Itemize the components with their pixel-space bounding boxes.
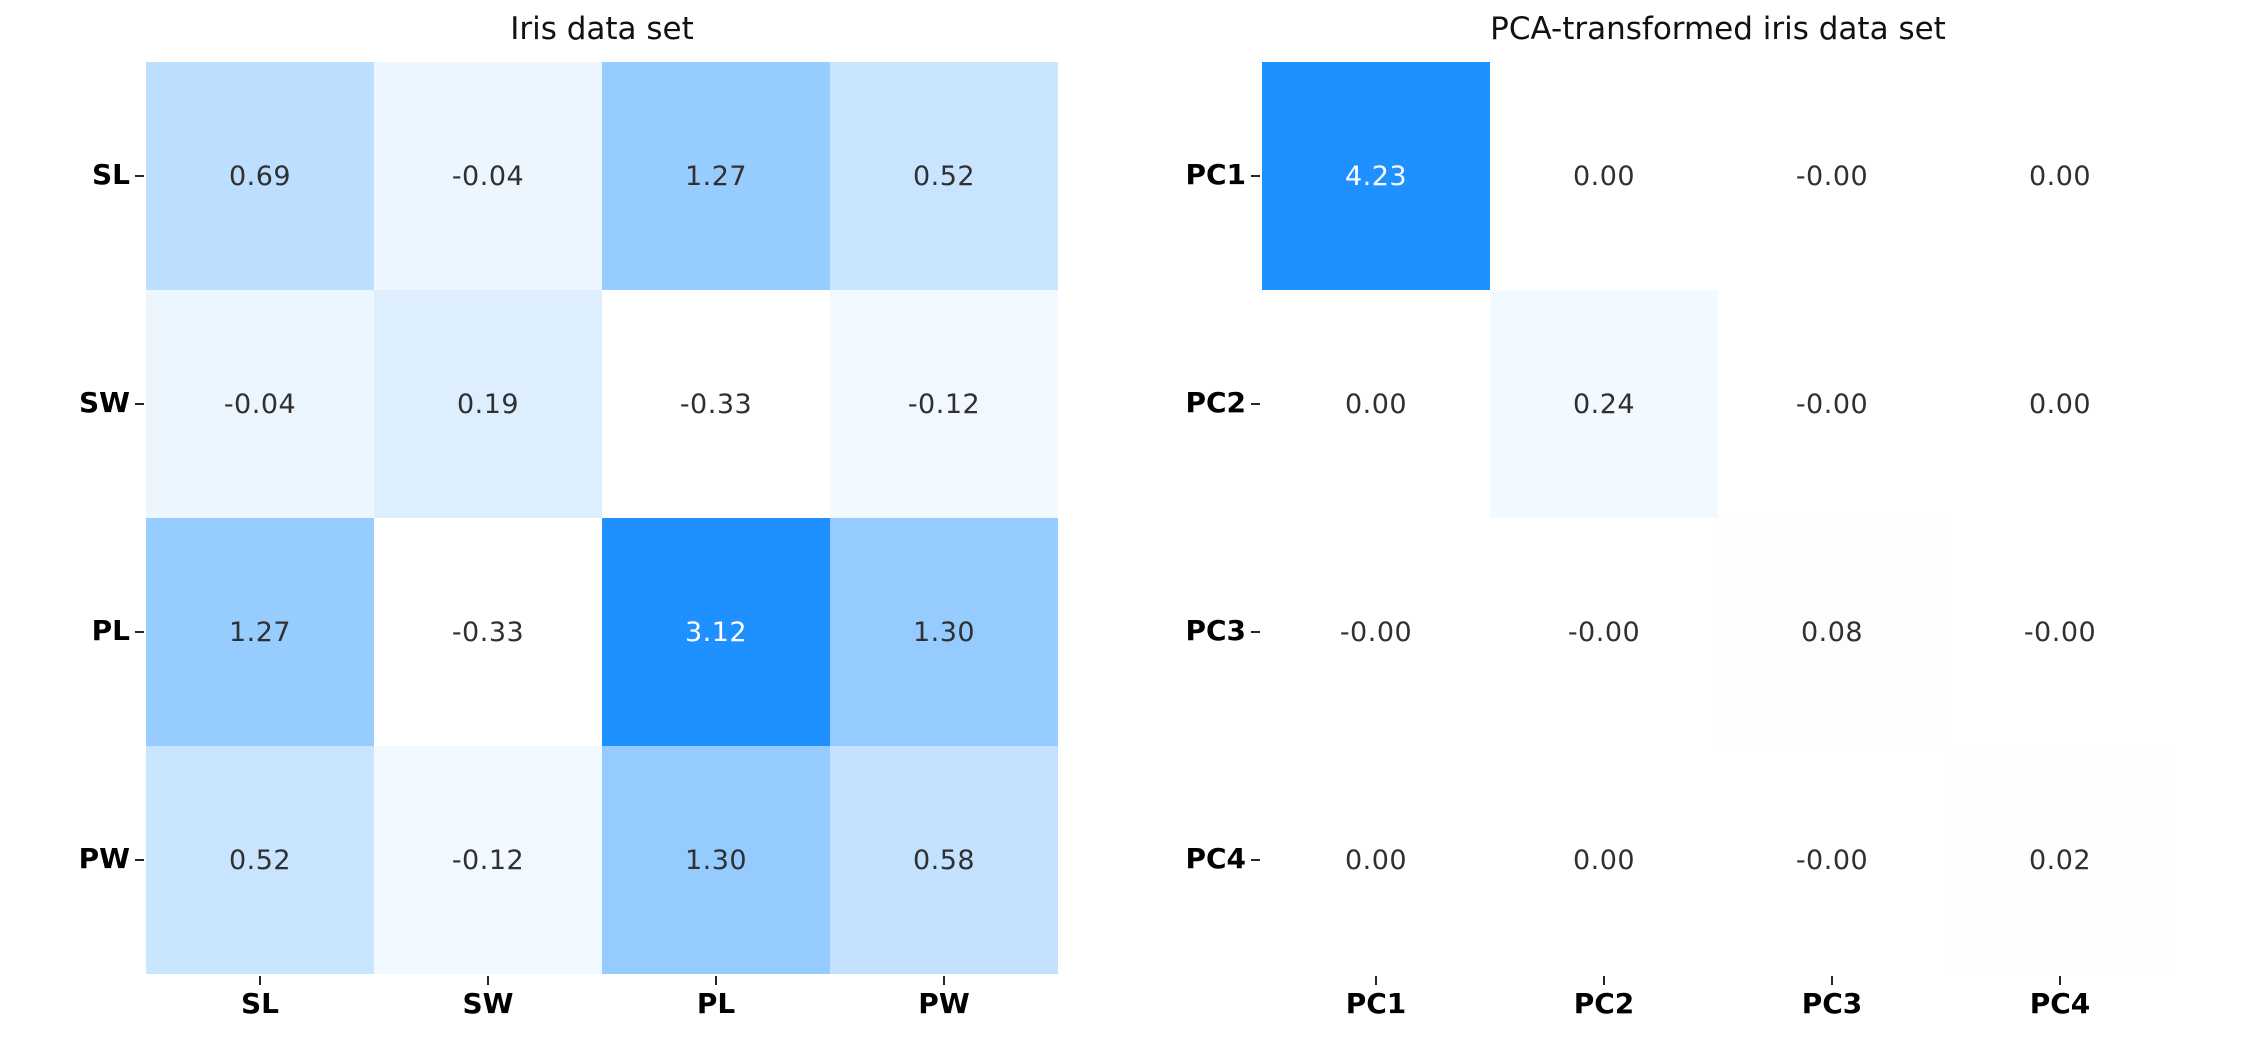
cell-value: -0.04	[451, 160, 525, 192]
heatmap-cell-iris-PL-PW: 1.30	[830, 518, 1058, 746]
row-label-pw: PW	[78, 842, 130, 875]
cell-value: 0.00	[1572, 844, 1636, 876]
chart-title-iris: Iris data set	[510, 11, 694, 47]
x-tick-mark	[943, 976, 945, 985]
x-tick-mark	[715, 976, 717, 985]
heatmap-cell-pca-PC1-PC4: 0.00	[1946, 62, 2174, 290]
cell-value: 0.52	[912, 160, 976, 192]
cell-value: 1.30	[684, 844, 748, 876]
row-label-pc1: PC1	[1185, 158, 1246, 191]
heatmap-cell-iris-SW-SW: 0.19	[374, 290, 602, 518]
x-tick-mark	[1831, 976, 1833, 985]
heatmap-cell-iris-PW-SL: 0.52	[146, 746, 374, 974]
y-tick-mark	[1251, 631, 1260, 633]
y-tick-mark	[135, 631, 144, 633]
heatmap-cell-iris-PW-PW: 0.58	[830, 746, 1058, 974]
cell-value: 1.30	[912, 616, 976, 648]
cell-value: -0.00	[1795, 844, 1869, 876]
row-label-sl: SL	[91, 158, 130, 191]
y-tick-mark	[1251, 175, 1260, 177]
heatmap-cell-pca-PC3-PC3: 0.08	[1718, 518, 1946, 746]
col-label-pc1: PC1	[1345, 987, 1407, 1020]
cell-value: 0.08	[1800, 616, 1864, 648]
heatmap-cell-iris-SW-PW: -0.12	[830, 290, 1058, 518]
heatmap-cell-pca-PC2-PC1: 0.00	[1262, 290, 1490, 518]
cell-value: 0.00	[1572, 160, 1636, 192]
cell-value: 0.00	[2028, 388, 2092, 420]
heatmap-cell-iris-SL-PL: 1.27	[602, 62, 830, 290]
heatmap-cell-pca-PC3-PC4: -0.00	[1946, 518, 2174, 746]
x-tick-mark	[2059, 976, 2061, 985]
col-label-pc3: PC3	[1801, 987, 1863, 1020]
col-label-pw: PW	[918, 987, 970, 1020]
x-tick-mark	[487, 976, 489, 985]
cell-value: -0.33	[451, 616, 525, 648]
cell-value: 0.52	[228, 844, 292, 876]
y-tick-mark	[135, 403, 144, 405]
cell-value: -0.00	[1795, 160, 1869, 192]
heatmap-cell-iris-PL-PL: 3.12	[602, 518, 830, 746]
row-label-pc2: PC2	[1185, 386, 1246, 419]
cell-value: -0.00	[1567, 616, 1641, 648]
cell-value: 1.27	[684, 160, 748, 192]
col-label-pc2: PC2	[1573, 987, 1635, 1020]
y-tick-mark	[1251, 859, 1260, 861]
heatmap-cell-pca-PC2-PC3: -0.00	[1718, 290, 1946, 518]
row-label-pc4: PC4	[1185, 842, 1246, 875]
cell-value: -0.00	[1339, 616, 1413, 648]
cell-value: -0.12	[451, 844, 525, 876]
cell-value: -0.33	[679, 388, 753, 420]
y-tick-mark	[135, 175, 144, 177]
col-label-sl: SL	[240, 987, 279, 1020]
heatmap-cell-iris-PL-SW: -0.33	[374, 518, 602, 746]
y-tick-mark	[135, 859, 144, 861]
cell-value: 3.12	[684, 616, 748, 648]
heatmap-cell-iris-PL-SL: 1.27	[146, 518, 374, 746]
heatmap-cell-pca-PC2-PC2: 0.24	[1490, 290, 1718, 518]
cell-value: -0.12	[907, 388, 981, 420]
cell-value: 0.69	[228, 160, 292, 192]
x-tick-mark	[1603, 976, 1605, 985]
heatmap-cell-iris-PW-PL: 1.30	[602, 746, 830, 974]
heatmap-cell-pca-PC4-PC4: 0.02	[1946, 746, 2174, 974]
col-label-pl: PL	[696, 987, 736, 1020]
heatmap-cell-pca-PC4-PC3: -0.00	[1718, 746, 1946, 974]
cell-value: 4.23	[1344, 160, 1408, 192]
chart-title-pca: PCA-transformed iris data set	[1490, 11, 1946, 47]
cell-value: 0.24	[1572, 388, 1636, 420]
heatmap-cell-iris-SL-PW: 0.52	[830, 62, 1058, 290]
heatmap-cell-iris-SL-SW: -0.04	[374, 62, 602, 290]
heatmap-cell-pca-PC4-PC2: 0.00	[1490, 746, 1718, 974]
cell-value: -0.00	[1795, 388, 1869, 420]
cell-value: -0.00	[2023, 616, 2097, 648]
heatmap-cell-pca-PC2-PC4: 0.00	[1946, 290, 2174, 518]
x-tick-mark	[259, 976, 261, 985]
heatmap-cell-iris-SL-SL: 0.69	[146, 62, 374, 290]
y-tick-mark	[1251, 403, 1260, 405]
heatmap-cell-iris-SW-PL: -0.33	[602, 290, 830, 518]
heatmap-cell-pca-PC1-PC1: 4.23	[1262, 62, 1490, 290]
cell-value: 1.27	[228, 616, 292, 648]
cell-value: 0.00	[1344, 388, 1408, 420]
row-label-pc3: PC3	[1185, 614, 1246, 647]
heatmap-cell-pca-PC3-PC1: -0.00	[1262, 518, 1490, 746]
col-label-sw: SW	[462, 987, 514, 1020]
heatmap-cell-iris-PW-SW: -0.12	[374, 746, 602, 974]
cell-value: 0.02	[2028, 844, 2092, 876]
cell-value: -0.04	[223, 388, 297, 420]
heatmap-cell-pca-PC1-PC3: -0.00	[1718, 62, 1946, 290]
heatmap-cell-iris-SW-SL: -0.04	[146, 290, 374, 518]
cell-value: 0.58	[912, 844, 976, 876]
row-label-sw: SW	[78, 386, 130, 419]
heatmap-cell-pca-PC3-PC2: -0.00	[1490, 518, 1718, 746]
col-label-pc4: PC4	[2029, 987, 2091, 1020]
row-label-pl: PL	[91, 614, 130, 647]
heatmap-cell-pca-PC4-PC1: 0.00	[1262, 746, 1490, 974]
cell-value: 0.19	[456, 388, 520, 420]
heatmap-cell-pca-PC1-PC2: 0.00	[1490, 62, 1718, 290]
cell-value: 0.00	[2028, 160, 2092, 192]
cell-value: 0.00	[1344, 844, 1408, 876]
x-tick-mark	[1375, 976, 1377, 985]
